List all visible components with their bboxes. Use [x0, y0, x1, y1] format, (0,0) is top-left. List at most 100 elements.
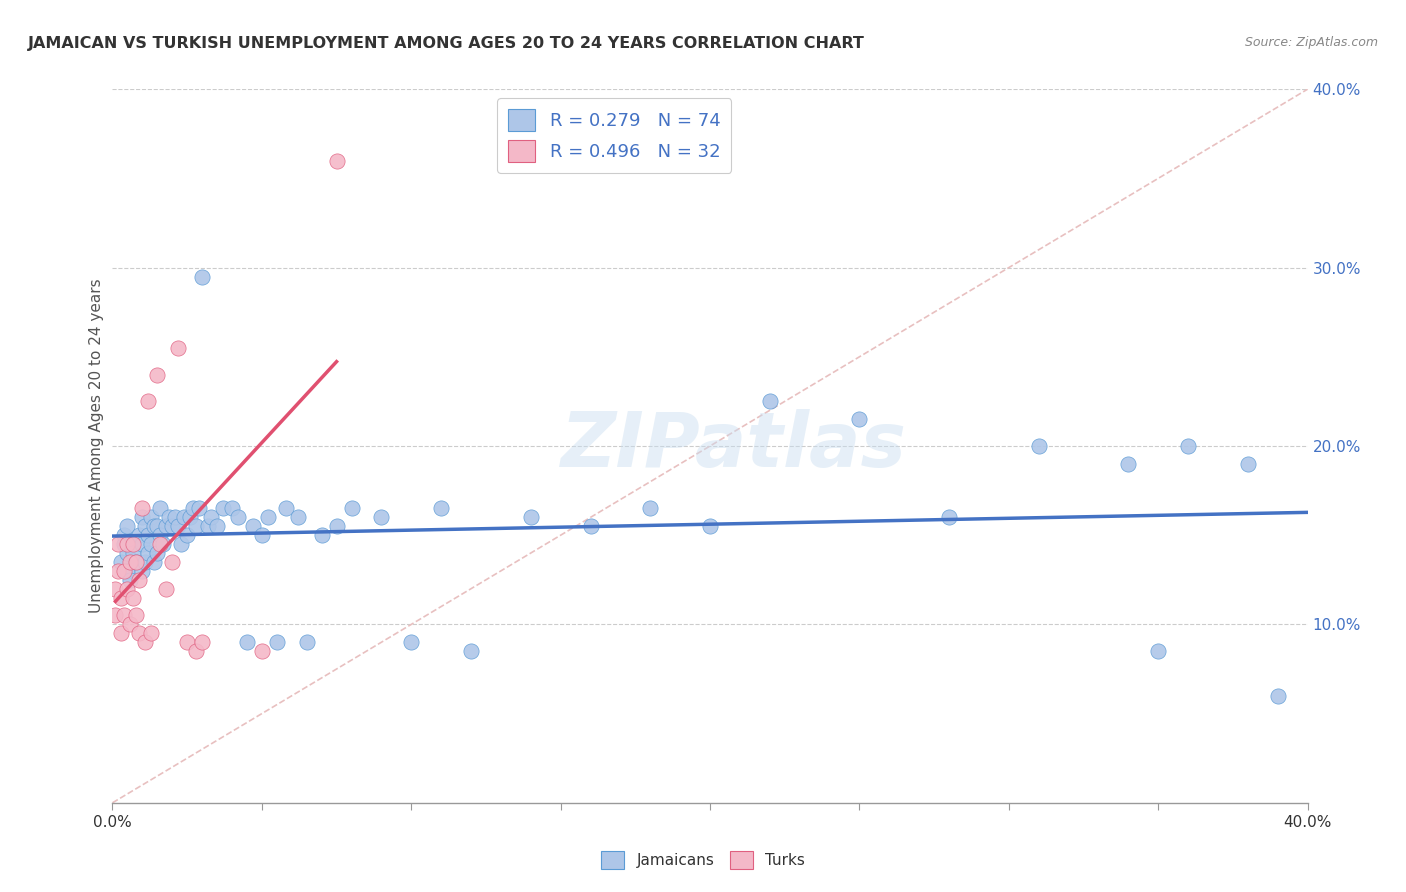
- Point: [340, 501, 363, 516]
- Point: [188, 501, 211, 516]
- Point: [640, 501, 662, 516]
- Point: [131, 501, 153, 516]
- Point: [122, 546, 145, 560]
- Point: [125, 555, 148, 569]
- Point: [141, 626, 163, 640]
- Point: [162, 555, 183, 569]
- Point: [128, 626, 150, 640]
- Point: [250, 644, 273, 658]
- Point: [759, 394, 782, 409]
- Point: [122, 537, 145, 551]
- Point: [117, 546, 139, 560]
- Point: [138, 546, 160, 560]
- Point: [176, 635, 198, 649]
- Point: [110, 555, 132, 569]
- Point: [179, 510, 201, 524]
- Point: [212, 501, 235, 516]
- Point: [117, 519, 139, 533]
- Point: [138, 394, 160, 409]
- Point: [141, 537, 163, 551]
- Point: [157, 510, 180, 524]
- Point: [152, 537, 174, 551]
- Point: [699, 519, 721, 533]
- Point: [134, 555, 156, 569]
- Point: [325, 519, 347, 533]
- Legend: Jamaicans, Turks: Jamaicans, Turks: [595, 845, 811, 875]
- Point: [311, 528, 333, 542]
- Point: [176, 528, 198, 542]
- Point: [117, 582, 139, 596]
- Point: [162, 519, 183, 533]
- Point: [274, 501, 297, 516]
- Point: [226, 510, 249, 524]
- Point: [173, 510, 195, 524]
- Point: [848, 412, 870, 426]
- Legend: R = 0.279   N = 74, R = 0.496   N = 32: R = 0.279 N = 74, R = 0.496 N = 32: [498, 98, 731, 173]
- Point: [1118, 457, 1140, 471]
- Point: [401, 635, 423, 649]
- Point: [191, 635, 214, 649]
- Point: [146, 546, 169, 560]
- Point: [120, 555, 142, 569]
- Point: [131, 564, 153, 578]
- Point: [167, 519, 190, 533]
- Point: [141, 510, 163, 524]
- Point: [146, 519, 169, 533]
- Point: [104, 608, 127, 623]
- Point: [266, 635, 288, 649]
- Point: [143, 555, 166, 569]
- Point: [191, 269, 214, 284]
- Point: [131, 510, 153, 524]
- Point: [460, 644, 482, 658]
- Point: [149, 537, 172, 551]
- Text: Source: ZipAtlas.com: Source: ZipAtlas.com: [1244, 36, 1378, 49]
- Point: [1177, 439, 1199, 453]
- Point: [110, 591, 132, 605]
- Point: [250, 528, 273, 542]
- Point: [128, 528, 150, 542]
- Point: [181, 501, 204, 516]
- Point: [1028, 439, 1050, 453]
- Point: [205, 519, 228, 533]
- Point: [128, 573, 150, 587]
- Point: [938, 510, 960, 524]
- Point: [114, 528, 135, 542]
- Point: [200, 510, 222, 524]
- Point: [134, 635, 156, 649]
- Point: [287, 510, 309, 524]
- Point: [120, 573, 142, 587]
- Point: [117, 537, 139, 551]
- Point: [430, 501, 453, 516]
- Point: [1147, 644, 1170, 658]
- Point: [186, 519, 208, 533]
- Point: [146, 368, 169, 382]
- Point: [242, 519, 264, 533]
- Text: JAMAICAN VS TURKISH UNEMPLOYMENT AMONG AGES 20 TO 24 YEARS CORRELATION CHART: JAMAICAN VS TURKISH UNEMPLOYMENT AMONG A…: [28, 36, 865, 51]
- Point: [186, 644, 208, 658]
- Point: [579, 519, 602, 533]
- Point: [295, 635, 318, 649]
- Point: [221, 501, 243, 516]
- Point: [1267, 689, 1289, 703]
- Point: [167, 341, 190, 355]
- Point: [257, 510, 280, 524]
- Point: [120, 617, 142, 632]
- Point: [117, 564, 139, 578]
- Point: [325, 153, 347, 168]
- Y-axis label: Unemployment Among Ages 20 to 24 years: Unemployment Among Ages 20 to 24 years: [89, 278, 104, 614]
- Point: [107, 537, 129, 551]
- Point: [120, 537, 142, 551]
- Point: [114, 608, 135, 623]
- Point: [236, 635, 259, 649]
- Point: [122, 591, 145, 605]
- Point: [1237, 457, 1260, 471]
- Point: [197, 519, 219, 533]
- Point: [131, 537, 153, 551]
- Point: [125, 608, 148, 623]
- Point: [149, 501, 172, 516]
- Point: [104, 582, 127, 596]
- Point: [110, 626, 132, 640]
- Point: [520, 510, 543, 524]
- Point: [125, 555, 148, 569]
- Point: [170, 537, 193, 551]
